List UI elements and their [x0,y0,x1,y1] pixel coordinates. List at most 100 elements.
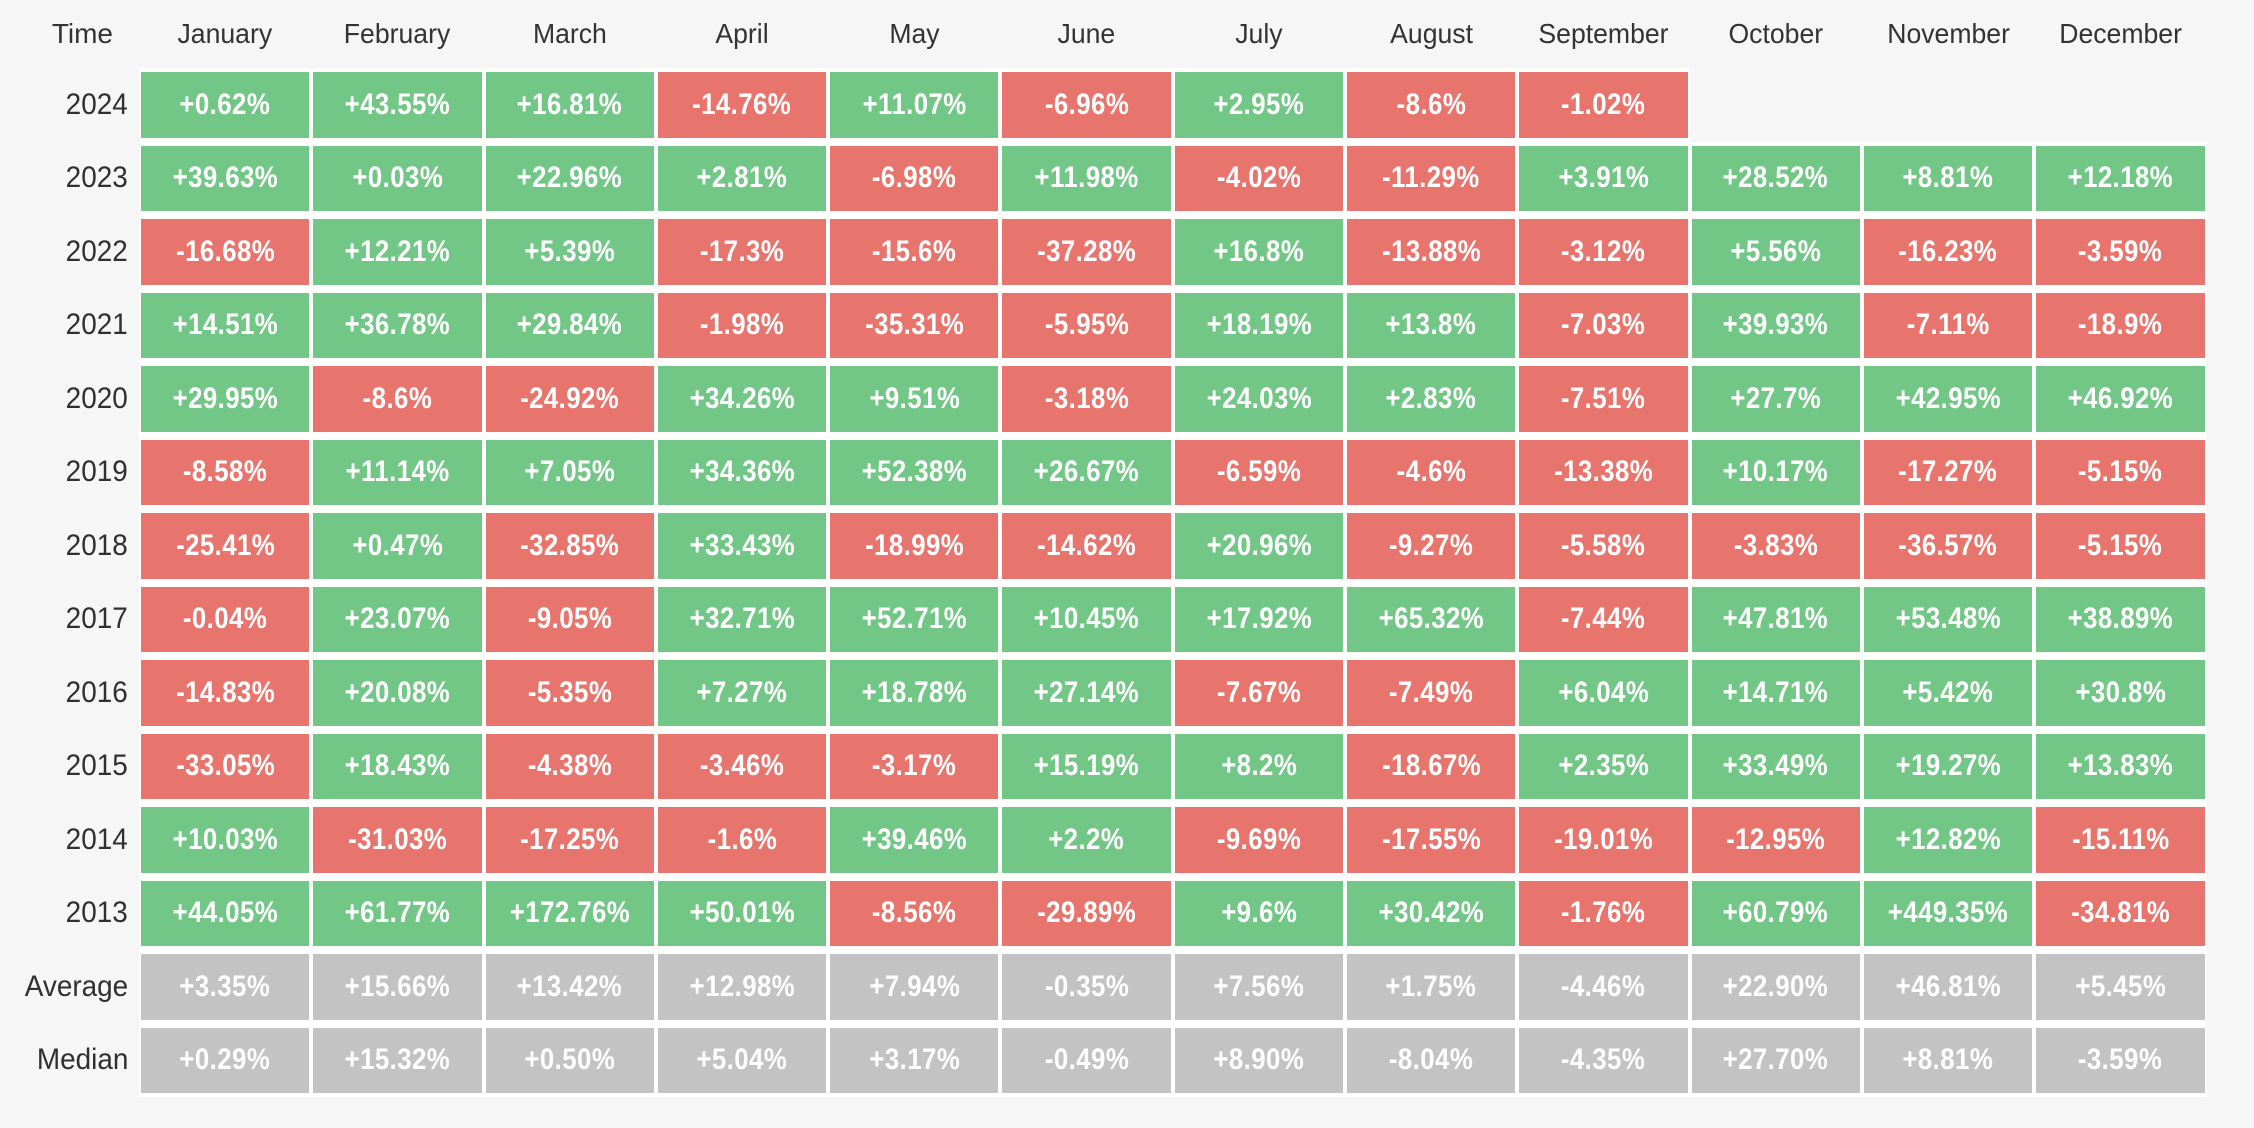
return-cell: +12.82% [1861,803,2035,877]
return-cell-text: +0.47% [352,528,443,562]
return-cell: +27.70% [1689,1023,1862,1097]
return-cell-text: +39.46% [861,822,968,856]
return-cell-text: +12.98% [689,969,795,1003]
return-cell: -7.49% [1345,656,1518,730]
year-row-label: 2016 [0,656,139,730]
return-cell-text: -0.49% [1044,1043,1129,1077]
return-cell-text: -5.95% [1044,308,1129,342]
return-cell: -14.83% [139,656,312,730]
return-cell: +15.32% [311,1023,484,1097]
year-row-label-text: 2017 [65,602,128,636]
return-cell: +33.43% [655,509,829,583]
return-cell-text: -9.27% [1389,528,1474,562]
return-cell-text: +2.95% [1213,87,1305,121]
return-cell: +7.27% [655,656,829,730]
year-row-label: 2022 [0,215,139,289]
return-cell: -36.57% [1861,509,2035,583]
corner-header: Time [0,0,139,68]
return-cell: +43.55% [311,68,484,142]
return-cell: +0.03% [311,141,484,215]
return-cell-text: -3.18% [1044,381,1129,415]
return-cell-text: -18.67% [1381,749,1481,783]
year-row-label: 2024 [0,68,139,142]
return-cell-text: +10.45% [1033,602,1140,636]
return-cell-text: +13.42% [516,969,623,1003]
year-row-label-text: 2024 [65,87,128,121]
return-cell-text: +28.52% [1723,161,1829,195]
return-cell: +5.56% [1689,215,1862,289]
return-cell-text: -29.89% [1037,896,1137,930]
return-cell: -3.83% [1689,509,1862,583]
return-cell: -31.03% [311,803,484,877]
return-cell: -8.6% [1345,68,1518,142]
summary-row-label: Average [0,950,139,1024]
return-cell-text: +29.84% [516,308,623,342]
return-cell-text: +52.38% [861,455,968,489]
return-cell: +2.81% [655,141,829,215]
return-cell-text: +65.32% [1378,602,1485,636]
return-cell-text: +449.35% [1887,896,2009,930]
return-cell: +7.94% [828,950,1001,1024]
return-cell-text: +27.14% [1033,675,1140,709]
month-header-text: March [532,18,607,49]
return-cell-text: -25.41% [175,528,275,562]
return-cell-text: -4.46% [1561,969,1646,1003]
return-cell-text: -37.28% [1037,234,1137,268]
return-cell-text: -14.62% [1037,528,1137,562]
month-header-text: July [1235,18,1283,49]
return-cell-text: -18.9% [2078,308,2163,342]
return-cell-text: +7.27% [696,675,788,709]
return-cell-text: -32.85% [520,528,620,562]
return-cell-text: +5.39% [524,234,616,268]
return-cell-text: +61.77% [344,896,451,930]
return-cell: +2.83% [1345,362,1518,436]
return-cell-text: +27.70% [1723,1043,1829,1077]
return-cell-text: +8.90% [1213,1043,1305,1077]
return-cell: -8.04% [1345,1023,1518,1097]
return-cell-text: -7.03% [1561,308,1646,342]
return-cell-text: -4.02% [1216,161,1302,195]
return-cell: +3.91% [1517,141,1690,215]
return-cell-text: -35.31% [864,308,964,342]
return-cell: -6.59% [1172,435,1346,509]
return-cell-text: +15.19% [1033,749,1140,783]
return-cell: -16.23% [1861,215,2035,289]
return-cell: +2.95% [1172,68,1346,142]
return-cell-text: -9.05% [527,602,612,636]
month-header: December [2034,0,2206,68]
return-cell-text: +0.50% [524,1043,616,1077]
return-cell: -24.92% [483,362,656,436]
return-cell: -18.99% [828,509,1001,583]
return-cell-text: +52.71% [861,602,968,636]
return-cell: +17.92% [1172,582,1346,656]
return-cell: -3.59% [2034,1023,2207,1097]
return-cell: -7.67% [1172,656,1346,730]
return-cell: +0.47% [311,509,484,583]
return-cell-text: -3.17% [872,749,957,783]
return-cell: +39.93% [1689,288,1862,362]
return-cell: +39.46% [828,803,1001,877]
return-cell-text: -5.15% [2078,455,2163,489]
return-cell-text: +13.83% [2067,749,2174,783]
return-cell-text: +18.43% [344,749,451,783]
return-cell-text: -8.6% [362,381,433,415]
return-cell: +5.04% [655,1023,829,1097]
return-cell: +8.81% [1861,1023,2035,1097]
return-cell-text: +43.55% [344,87,451,121]
return-cell-text: +16.8% [1213,234,1305,268]
return-cell: +61.77% [311,876,484,950]
return-cell: -3.18% [1000,362,1173,436]
return-cell-text: -3.59% [2078,234,2163,268]
return-cell: +19.27% [1861,729,2035,803]
return-cell-text: +10.03% [172,822,278,856]
return-cell-text: -11.29% [1382,161,1481,195]
return-cell-text: -4.6% [1396,455,1466,489]
month-header-text: October [1728,18,1824,49]
return-cell: -9.69% [1172,803,1346,877]
return-cell-text: +33.49% [1723,749,1829,783]
return-cell: +18.78% [828,656,1001,730]
return-cell-text: +32.71% [689,602,795,636]
year-row-label: 2023 [0,142,139,216]
return-cell: +24.03% [1172,362,1346,436]
return-cell-text: +20.08% [344,675,451,709]
